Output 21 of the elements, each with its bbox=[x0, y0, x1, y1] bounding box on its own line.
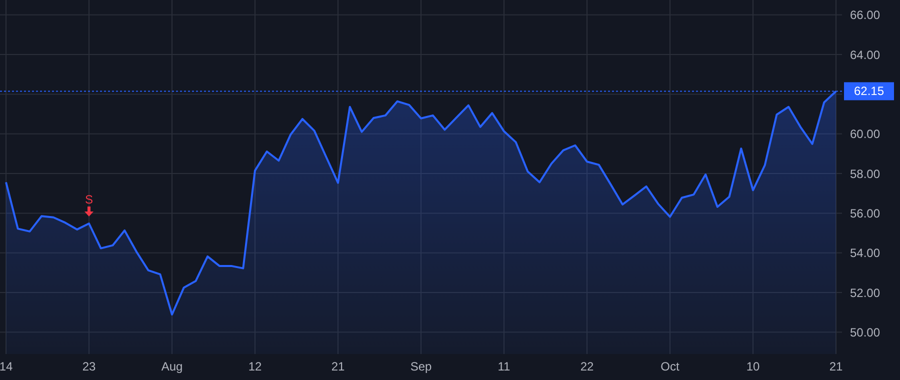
y-tick-label: 58.00 bbox=[850, 166, 880, 181]
x-tick-label: Aug bbox=[161, 360, 183, 374]
y-tick-label: 60.00 bbox=[850, 127, 880, 142]
x-tick-label: 12 bbox=[248, 360, 262, 374]
x-tick-label: 14 bbox=[0, 360, 13, 374]
ref-line-label: 62.15 bbox=[854, 84, 884, 98]
x-tick-label: 21 bbox=[829, 360, 843, 374]
y-tick-label: 50.00 bbox=[850, 325, 880, 340]
y-tick-label: 66.00 bbox=[850, 8, 880, 22]
y-tick-label: 64.00 bbox=[850, 48, 880, 62]
annotation: S bbox=[84, 192, 94, 207]
y-tick-label: 56.00 bbox=[850, 206, 880, 220]
x-tick-label: 10 bbox=[746, 360, 760, 374]
x-tick-label: 11 bbox=[498, 360, 511, 374]
x-tick-label: 23 bbox=[82, 360, 96, 374]
x-tick-label: 21 bbox=[331, 360, 345, 374]
x-tick-label: 22 bbox=[580, 360, 594, 374]
y-tick-label: 52.00 bbox=[850, 286, 880, 300]
x-tick-label: Sep bbox=[410, 360, 432, 374]
y-tick-label: 54.00 bbox=[850, 246, 880, 260]
x-tick-label: Oct bbox=[660, 360, 680, 374]
